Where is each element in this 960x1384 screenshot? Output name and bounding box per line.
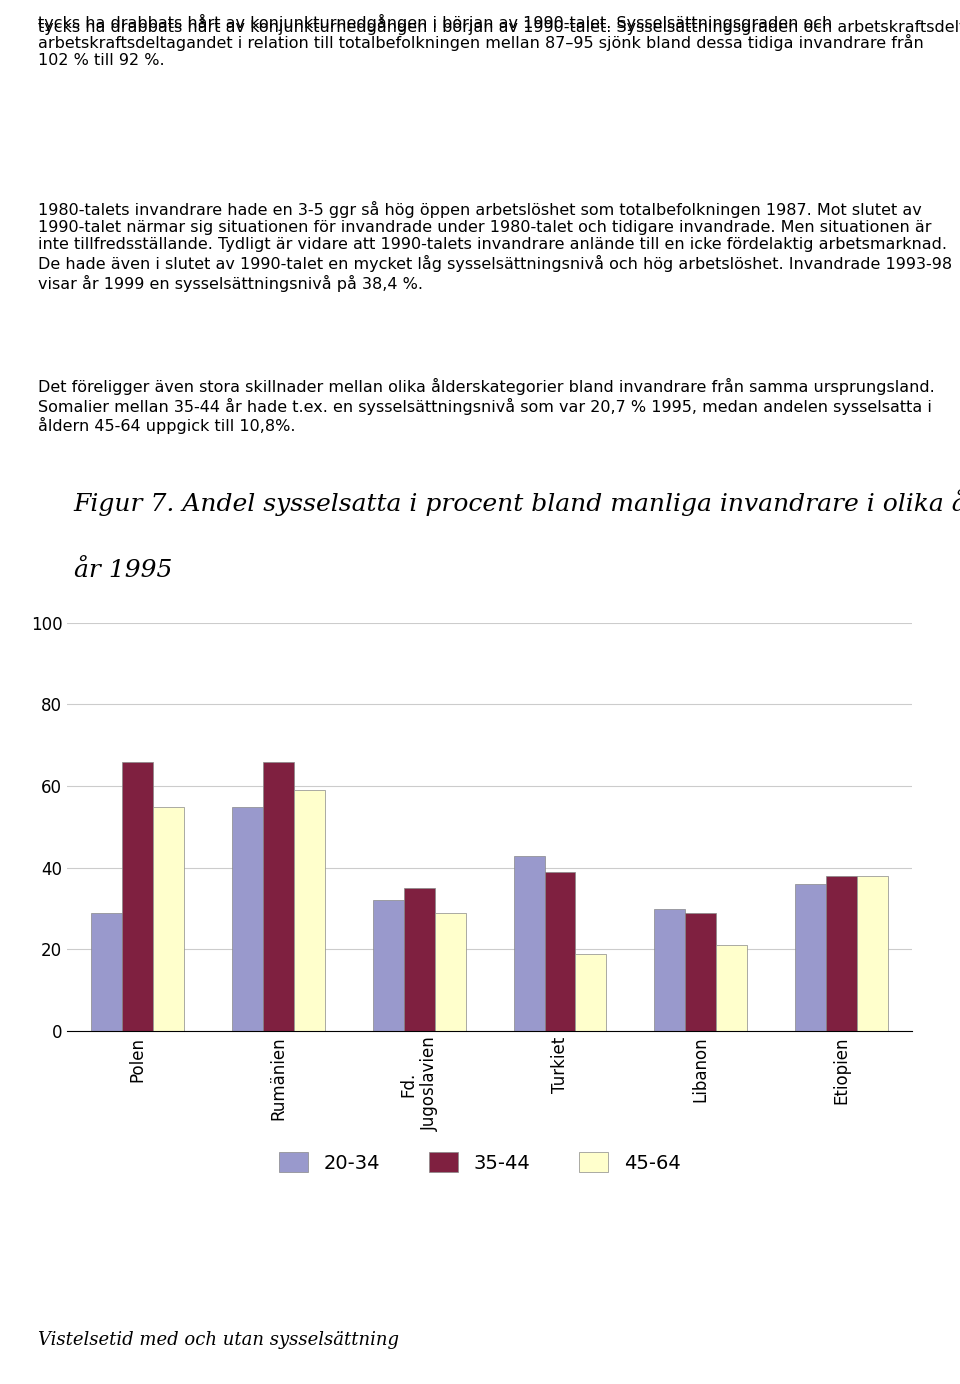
Bar	[91, 912, 122, 1031]
Text: Det föreligger även stora skillnader mellan olika ålderskategorier bland invandr: Det föreligger även stora skillnader mel…	[38, 378, 935, 435]
Bar	[122, 761, 153, 1031]
Bar	[372, 901, 404, 1031]
Bar	[404, 889, 435, 1031]
Text: Figur 7. Andel sysselsatta i procent bland manliga invandrare i olika ålder: Figur 7. Andel sysselsatta i procent bla…	[74, 489, 960, 515]
Bar	[514, 855, 544, 1031]
Bar	[655, 908, 685, 1031]
Text: år 1995: år 1995	[74, 559, 172, 581]
Text: Vistelsetid med och utan sysselsättning: Vistelsetid med och utan sysselsättning	[38, 1331, 399, 1349]
Legend: 20-34, 35-44, 45-64: 20-34, 35-44, 45-64	[272, 1145, 688, 1181]
Bar	[435, 912, 466, 1031]
Bar	[232, 807, 263, 1031]
Bar	[716, 945, 747, 1031]
Text: 1980-talets invandrare hade en 3-5 ggr så hög öppen arbetslöshet som totalbefolk: 1980-talets invandrare hade en 3-5 ggr s…	[38, 201, 952, 292]
Bar	[575, 954, 607, 1031]
Bar	[827, 876, 857, 1031]
Bar	[263, 761, 294, 1031]
Bar	[857, 876, 888, 1031]
Bar	[685, 912, 716, 1031]
Text: tycks ha drabbats hårt av konjunkturnedgången i början av 1990-talet. Sysselsätt: tycks ha drabbats hårt av konjunkturnedg…	[38, 18, 960, 35]
Bar	[153, 807, 184, 1031]
Text: tycks ha drabbats hårt av konjunkturnedgången i början av 1990-talet. Sysselsätt: tycks ha drabbats hårt av konjunkturnedg…	[38, 14, 924, 68]
Bar	[795, 884, 827, 1031]
Bar	[294, 790, 324, 1031]
Bar	[544, 872, 575, 1031]
